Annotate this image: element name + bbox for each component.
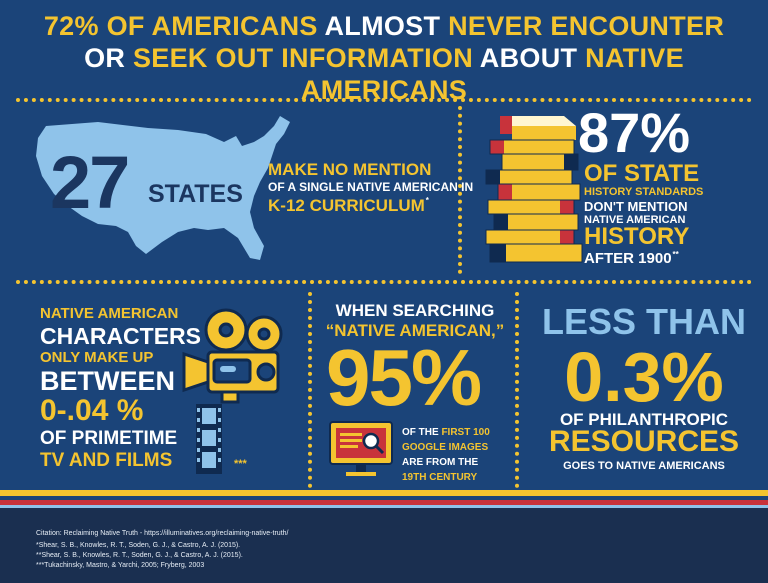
film-camera-icon — [182, 308, 283, 474]
philanthropy-text-2: OF PHILANTHROPIC — [559, 410, 729, 429]
states-unit: STATES — [148, 180, 243, 208]
divider-top — [16, 98, 752, 102]
headline: 72% OF AMERICANS ALMOST NEVER ENCOUNTER … — [0, 10, 768, 106]
characters-text-2: CHARACTERS — [40, 323, 201, 349]
history-text-5: HISTORY — [584, 223, 690, 250]
search-text-1: WHEN SEARCHING — [335, 301, 495, 320]
search-text-2: “NATIVE AMERICAN,” — [325, 321, 505, 340]
headline-line-1: 72% OF AMERICANS ALMOST NEVER ENCOUNTER — [43, 11, 725, 41]
history-text-4: NATIVE AMERICAN — [584, 214, 686, 226]
divider-middle — [16, 280, 752, 284]
characters-text-4: BETWEEN — [40, 366, 175, 396]
philanthropy-text-3: RESOURCES — [548, 425, 740, 458]
search-text-3: OF THE FIRST 100 — [402, 427, 490, 438]
history-text-2: HISTORY STANDARDS — [584, 186, 704, 198]
us-map-icon — [36, 116, 290, 260]
history-text-1: OF STATE — [584, 160, 700, 187]
divider-vertical-left — [308, 292, 312, 488]
book-stack-icon — [485, 116, 583, 263]
divider-vertical-top — [458, 106, 462, 274]
philanthropy-text-4: GOES TO NATIVE AMERICANS — [563, 460, 725, 472]
divider-vertical-right — [515, 292, 519, 488]
characters-text-7: TV AND FILMS — [40, 450, 173, 471]
footnote-mark: * — [425, 196, 429, 205]
stripe-red — [0, 500, 768, 505]
characters-text-3: ONLY MAKE UP — [40, 349, 154, 366]
stripe-yellow — [0, 490, 768, 496]
characters-text-6: OF PRIMETIME — [40, 428, 178, 449]
history-text-3: DON'T MENTION — [584, 199, 688, 214]
search-percent: 95% — [326, 333, 482, 422]
footer-ref-3: ***Tukachinsky, Mastro, & Yarchi, 2005; … — [36, 562, 205, 569]
footer: Citation: Reclaiming Native Truth - http… — [0, 508, 768, 583]
headline-line-2: OR SEEK OUT INFORMATION ABOUT NATIVE AME… — [84, 43, 684, 105]
states-text-3: K-12 CURRICULUM* — [268, 196, 429, 215]
search-text-6: 19TH CENTURY — [402, 472, 478, 483]
characters-percent: 0-.04 % — [40, 394, 144, 427]
stripe-blue — [0, 496, 768, 500]
history-text-6: AFTER 1900** — [584, 250, 679, 267]
search-text-5: ARE FROM THE — [402, 457, 479, 468]
footer-ref-2: **Shear, S. B., Knowles, R. T., Soden, G… — [36, 552, 243, 559]
characters-footnote-mark: *** — [234, 458, 247, 470]
footnote-mark: ** — [672, 250, 679, 259]
history-percent: 87% — [578, 101, 691, 164]
characters-text-1: NATIVE AMERICAN — [40, 305, 179, 322]
states-number: 27 — [50, 141, 130, 224]
search-text-4: GOOGLE IMAGES — [402, 442, 489, 453]
footer-citation: Citation: Reclaiming Native Truth - http… — [36, 530, 289, 537]
monitor-search-icon — [329, 421, 393, 476]
philanthropy-text-1: LESS THAN — [541, 301, 746, 342]
philanthropy-percent: 0.3% — [564, 338, 724, 416]
states-text-2: OF A SINGLE NATIVE AMERICAN IN — [268, 180, 474, 194]
states-text-1: MAKE NO MENTION — [268, 160, 432, 179]
footer-ref-1: *Shear, S. B., Knowles, R. T., Soden, G.… — [36, 542, 241, 549]
stripe-light-blue — [0, 505, 768, 508]
